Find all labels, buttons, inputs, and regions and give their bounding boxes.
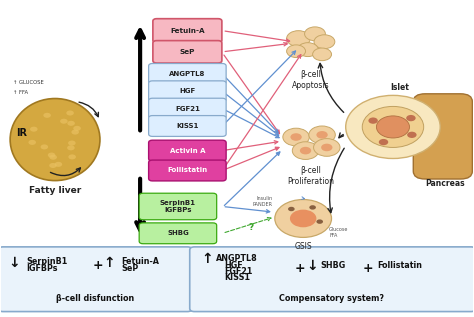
Ellipse shape bbox=[10, 99, 100, 181]
Circle shape bbox=[72, 130, 79, 135]
Circle shape bbox=[309, 126, 335, 144]
FancyBboxPatch shape bbox=[149, 160, 226, 181]
Text: SeP: SeP bbox=[180, 49, 195, 55]
Circle shape bbox=[290, 210, 317, 227]
Circle shape bbox=[67, 121, 75, 126]
FancyBboxPatch shape bbox=[149, 116, 226, 136]
Text: Glucose
FFA: Glucose FFA bbox=[329, 227, 348, 238]
FancyBboxPatch shape bbox=[139, 223, 217, 244]
Text: SerpinB1: SerpinB1 bbox=[27, 257, 68, 266]
Text: Follistatin: Follistatin bbox=[377, 261, 422, 270]
Text: ↓: ↓ bbox=[8, 256, 20, 270]
FancyBboxPatch shape bbox=[149, 63, 226, 84]
Text: KISS1: KISS1 bbox=[176, 123, 199, 129]
Text: Fetuin-A: Fetuin-A bbox=[121, 257, 159, 266]
Text: SHBG: SHBG bbox=[320, 261, 346, 270]
Circle shape bbox=[283, 128, 310, 146]
Circle shape bbox=[287, 45, 306, 57]
FancyBboxPatch shape bbox=[149, 140, 226, 161]
Text: SHBG: SHBG bbox=[167, 230, 189, 236]
Text: ↑ FFA: ↑ FFA bbox=[12, 90, 27, 95]
Circle shape bbox=[28, 140, 36, 145]
FancyBboxPatch shape bbox=[149, 98, 226, 119]
Text: FGF21: FGF21 bbox=[175, 106, 200, 112]
Text: GSIS: GSIS bbox=[294, 242, 312, 251]
FancyBboxPatch shape bbox=[153, 41, 222, 63]
Circle shape bbox=[407, 132, 417, 138]
Circle shape bbox=[376, 116, 410, 138]
Circle shape bbox=[49, 163, 57, 168]
Circle shape bbox=[313, 48, 331, 61]
Text: β-cell disfunction: β-cell disfunction bbox=[56, 294, 134, 303]
Text: ?: ? bbox=[248, 223, 254, 232]
Text: +: + bbox=[294, 262, 305, 275]
FancyBboxPatch shape bbox=[153, 19, 222, 43]
Circle shape bbox=[48, 152, 55, 158]
Circle shape bbox=[362, 107, 424, 147]
Text: β-cell
Apoptosis: β-cell Apoptosis bbox=[292, 70, 329, 89]
Text: Islet: Islet bbox=[391, 83, 410, 92]
Circle shape bbox=[55, 162, 62, 167]
Circle shape bbox=[67, 145, 75, 150]
Circle shape bbox=[368, 118, 378, 124]
Text: ↑: ↑ bbox=[201, 252, 212, 266]
Text: HGF: HGF bbox=[224, 261, 243, 270]
Text: Pancreas: Pancreas bbox=[425, 179, 465, 188]
FancyBboxPatch shape bbox=[139, 193, 217, 220]
Circle shape bbox=[298, 43, 318, 56]
Circle shape bbox=[68, 140, 76, 146]
Circle shape bbox=[314, 35, 335, 49]
Text: ANGPTL8: ANGPTL8 bbox=[216, 254, 258, 263]
Circle shape bbox=[43, 113, 51, 118]
Circle shape bbox=[321, 144, 332, 151]
Circle shape bbox=[314, 139, 340, 156]
Text: Fatty liver: Fatty liver bbox=[29, 185, 81, 195]
Circle shape bbox=[292, 142, 319, 159]
Text: IGFBPs: IGFBPs bbox=[27, 264, 58, 273]
Text: β-cell
Proliferation: β-cell Proliferation bbox=[287, 166, 334, 186]
Circle shape bbox=[291, 133, 302, 141]
FancyBboxPatch shape bbox=[190, 247, 474, 312]
Text: HGF: HGF bbox=[179, 88, 195, 94]
FancyBboxPatch shape bbox=[149, 81, 226, 102]
Text: SeP: SeP bbox=[121, 264, 138, 273]
Circle shape bbox=[300, 147, 311, 154]
FancyBboxPatch shape bbox=[413, 94, 473, 179]
FancyBboxPatch shape bbox=[0, 247, 192, 312]
Circle shape bbox=[406, 115, 416, 121]
Text: Compensatory system?: Compensatory system? bbox=[279, 294, 384, 303]
Text: FGF21: FGF21 bbox=[224, 267, 253, 276]
Circle shape bbox=[310, 205, 316, 210]
Circle shape bbox=[30, 126, 37, 132]
Circle shape bbox=[73, 126, 81, 131]
Circle shape bbox=[317, 219, 323, 224]
Circle shape bbox=[317, 131, 328, 139]
Text: +: + bbox=[92, 259, 103, 272]
Circle shape bbox=[68, 154, 76, 159]
Circle shape bbox=[275, 199, 331, 237]
Text: ↑: ↑ bbox=[104, 256, 115, 270]
Circle shape bbox=[41, 145, 48, 149]
Text: Activin A: Activin A bbox=[170, 148, 205, 154]
Text: ANGPTL8: ANGPTL8 bbox=[169, 71, 206, 77]
Text: SerpinB1
IGFBPs: SerpinB1 IGFBPs bbox=[160, 200, 196, 213]
Text: Fetuin-A: Fetuin-A bbox=[170, 28, 205, 34]
Circle shape bbox=[379, 139, 388, 145]
Circle shape bbox=[305, 27, 325, 41]
Text: Follistatin: Follistatin bbox=[167, 167, 208, 173]
Circle shape bbox=[287, 31, 310, 47]
Circle shape bbox=[49, 155, 57, 160]
Text: ↑ GLUCOSE: ↑ GLUCOSE bbox=[12, 80, 43, 85]
Text: +: + bbox=[362, 262, 373, 275]
Text: KISS1: KISS1 bbox=[224, 273, 250, 282]
Circle shape bbox=[288, 207, 295, 211]
Circle shape bbox=[66, 111, 74, 115]
Text: ↓: ↓ bbox=[306, 259, 318, 274]
Text: Insulin
PANDER: Insulin PANDER bbox=[253, 196, 273, 206]
Circle shape bbox=[60, 119, 68, 124]
Text: IR: IR bbox=[17, 128, 27, 138]
Circle shape bbox=[346, 95, 440, 158]
